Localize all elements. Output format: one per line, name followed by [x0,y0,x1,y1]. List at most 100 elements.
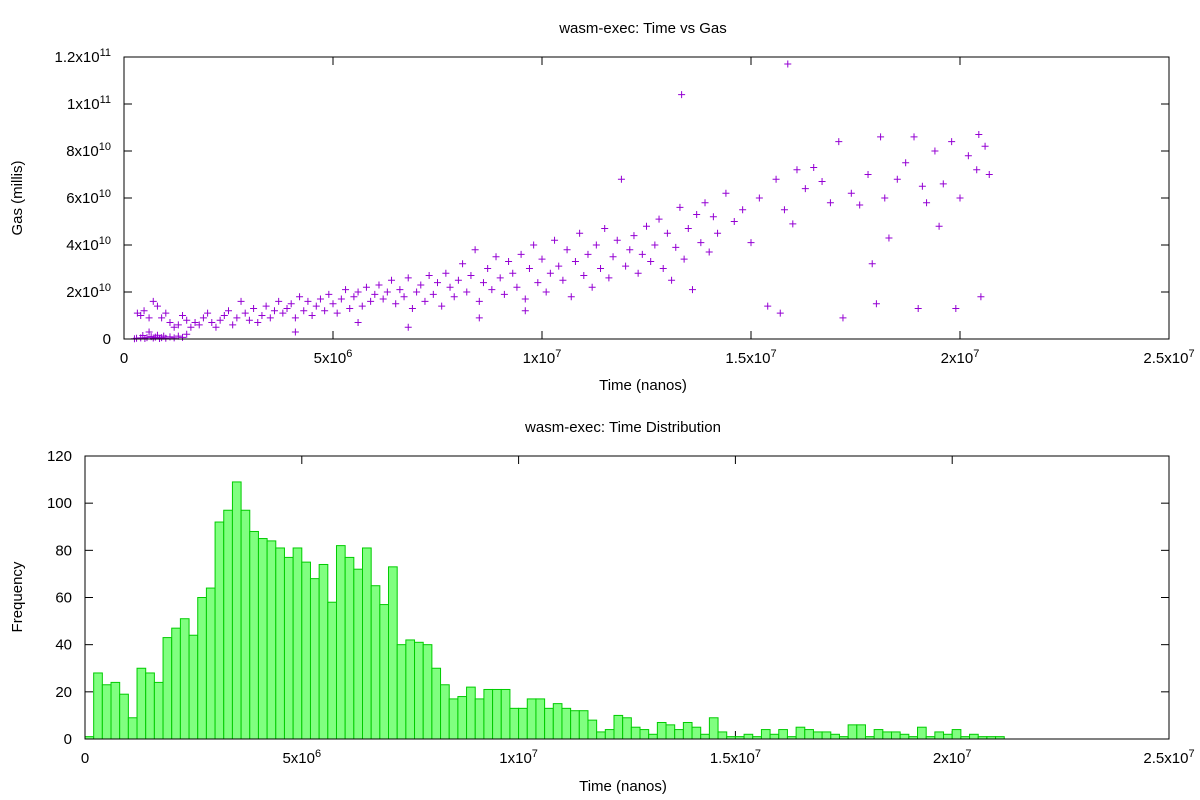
histogram-bar [717,731,728,740]
histogram-bar [821,731,832,740]
scatter-point [454,276,462,284]
scatter-point [383,288,391,296]
scatter-point [789,220,797,228]
scatter-point [634,269,642,277]
histogram-bar [379,604,390,740]
histogram-bar [570,710,580,740]
scatter-point [471,246,479,254]
scatter-point [245,316,253,324]
scatter-point [237,297,245,305]
scatter-point [321,307,329,315]
histogram-bar [292,547,303,740]
scatter-point [755,194,763,202]
histogram-bar [890,731,901,740]
histogram-bar [682,721,693,740]
scatter-point [496,274,504,282]
scatter-point [375,281,383,289]
histogram-bar [899,733,910,740]
scatter-point [546,269,554,277]
scatter-point [463,288,471,296]
scatter-point [484,265,492,272]
scatter-point [956,194,964,202]
x-tick-label: 2x107 [941,348,980,367]
scatter-title: wasm-exec: Time vs Gas [558,20,727,37]
x-tick-label: 5x106 [282,748,321,767]
y-tick-label: 1.2x1011 [55,47,111,66]
scatter-x-axis-label: Time (nanos) [599,377,687,394]
scatter-point [183,316,191,324]
histogram-bar [847,724,858,740]
scatter-point [229,321,237,329]
scatter-point [864,171,872,178]
histogram-bar [162,637,173,740]
scatter-point [145,328,153,336]
scatter-point [316,295,324,303]
histogram-bar [656,721,667,740]
y-tick-label: 1x1011 [67,94,111,113]
histogram-bar [153,681,164,740]
scatter-point [580,272,588,280]
histogram-bar [596,731,606,740]
histogram-bar [353,568,364,740]
histogram-bar [492,688,502,740]
scatter-point [199,314,207,322]
histogram-bar [917,726,927,740]
histogram-bar [604,729,615,740]
scatter-point [835,138,843,146]
histogram-bar [188,634,199,740]
scatter-point [158,314,166,322]
scatter-ticks: 0 5x106 1x107 1.5x107 2x107 2.5x107 0 2x1010 4x1… [55,47,1195,367]
scatter-point [584,250,592,258]
scatter-point [672,243,680,251]
histogram-bar [943,733,953,740]
scatter-point [174,321,182,329]
scatter-point [166,319,174,327]
scatter-point [325,290,333,298]
scatter-point [973,166,981,174]
scatter-point [551,236,559,244]
y-tick-label: 60 [55,590,72,607]
scatter-point [379,295,387,303]
scatter-point [342,286,350,294]
scatter-point [977,293,985,301]
histogram-bar [283,556,294,740]
scatter-point [475,314,483,322]
scatter-point [191,319,199,327]
histogram-bar [969,733,979,740]
histogram-bar [613,714,624,740]
scatter-point [162,309,170,317]
scatter-point [630,232,638,240]
histogram-bar [466,686,476,740]
scatter-point [179,333,187,341]
scatter-point [847,189,855,197]
scatter-point [216,316,224,324]
scatter-point [346,304,354,312]
scatter-point [233,314,241,322]
scatter-point [479,279,487,287]
scatter-point [856,201,864,209]
scatter-point [542,288,550,296]
scatter-point [204,309,212,317]
scatter-point [592,241,600,249]
scatter-point [254,319,262,327]
scatter-point [170,323,178,331]
scatter-point [985,171,993,178]
scatter-point [371,290,379,298]
histogram-bar [405,639,416,740]
scatter-point [362,283,370,291]
histogram-bar [778,729,788,740]
histogram-bar [362,547,372,740]
x-tick-label: 0 [81,750,89,767]
scatter-point [818,178,826,186]
histogram-bar [214,521,225,740]
histogram-bar [500,688,511,740]
scatter-point [563,246,571,254]
histogram-bar [309,578,320,740]
histogram-bar [934,731,945,740]
histogram-bar [812,731,823,740]
scatter-point [576,229,584,237]
scatter-point [601,225,609,233]
scatter-point [421,297,429,305]
scatter-point [680,255,688,263]
